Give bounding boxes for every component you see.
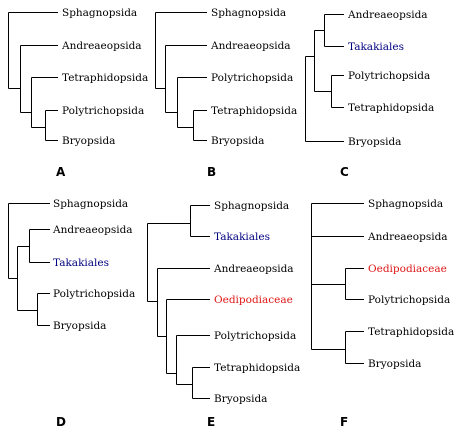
taxon-label: Takakiales <box>348 41 404 53</box>
cladogram-panel-b: Sphagnopsida Andreaeopsida Polytrichopsi… <box>155 7 297 179</box>
taxon-label: Andreaeopsida <box>61 40 142 52</box>
taxon-label: Bryopsida <box>368 358 421 370</box>
panel-label: E <box>207 415 215 429</box>
taxon-label: Polytrichopsida <box>368 294 450 306</box>
taxon-label: Polytrichopsida <box>214 330 296 342</box>
taxon-label: Sphagnopsida <box>211 7 286 19</box>
taxon-label: Bryopsida <box>214 393 267 405</box>
taxon-label: Oedipodiaceae <box>368 263 447 275</box>
tree-branches-a <box>8 12 58 141</box>
branch <box>155 12 207 141</box>
branch <box>311 203 364 364</box>
taxon-label: Tetraphidopsida <box>348 102 434 114</box>
taxon-label: Andreaeopsida <box>347 9 428 21</box>
tree-branches-b <box>155 12 207 141</box>
taxon-label: Bryopsida <box>62 135 115 147</box>
branch <box>8 203 50 326</box>
taxon-label: Tetraphidopsida <box>211 105 297 117</box>
taxon-label: Oedipodiaceae <box>214 294 293 306</box>
taxon-label: Polytrichopsida <box>53 288 135 300</box>
tree-branches-e <box>147 205 210 399</box>
taxon-label: Polytrichopsida <box>62 105 144 117</box>
panel-label: A <box>56 165 66 179</box>
taxon-label: Polytrichopsida <box>348 70 430 82</box>
taxon-label: Andreaeopsida <box>210 40 291 52</box>
taxon-label: Bryopsida <box>348 136 401 148</box>
taxon-label: Takakiales <box>214 231 270 243</box>
taxon-label: Andreaeopsida <box>213 263 294 275</box>
cladogram-panel-e: Sphagnopsida Takakiales Andreaeopsida Oe… <box>147 200 300 429</box>
taxon-label: Andreaeopsida <box>52 224 133 236</box>
taxon-label: Sphagnopsida <box>53 198 128 210</box>
taxon-label: Tetraphidopsida <box>368 326 454 338</box>
taxon-label: Bryopsida <box>53 320 106 332</box>
taxon-label: Takakiales <box>53 257 109 269</box>
taxon-label: Bryopsida <box>211 135 264 147</box>
branch <box>8 12 58 141</box>
taxon-label: Sphagnopsida <box>214 200 289 212</box>
panel-label: F <box>340 415 348 429</box>
branch <box>147 205 210 399</box>
cladogram-panel-d: Sphagnopsida Andreaeopsida Takakiales Po… <box>8 198 135 429</box>
cladogram-panel-f: Sphagnopsida Andreaeopsida Oedipodiaceae… <box>311 198 454 429</box>
taxon-label: Polytrichopsida <box>211 72 293 84</box>
taxon-label: Andreaeopsida <box>367 231 448 243</box>
taxon-label: Sphagnopsida <box>368 198 443 210</box>
panel-label: C <box>340 165 349 179</box>
taxon-label: Tetraphidopsida <box>62 72 148 84</box>
panel-label: D <box>56 415 66 429</box>
branch <box>305 14 344 142</box>
taxon-label: Sphagnopsida <box>62 7 137 19</box>
cladogram-panel-c: Andreaeopsida Takakiales Polytrichopsida… <box>305 9 434 179</box>
tree-branches-f <box>311 203 364 364</box>
panel-label: B <box>207 165 216 179</box>
tree-branches-d <box>8 203 50 326</box>
taxon-label: Tetraphidopsida <box>214 362 300 374</box>
cladogram-panel-a: Sphagnopsida Andreaeopsida Tetraphidopsi… <box>8 7 148 179</box>
tree-branches-c <box>305 14 344 142</box>
